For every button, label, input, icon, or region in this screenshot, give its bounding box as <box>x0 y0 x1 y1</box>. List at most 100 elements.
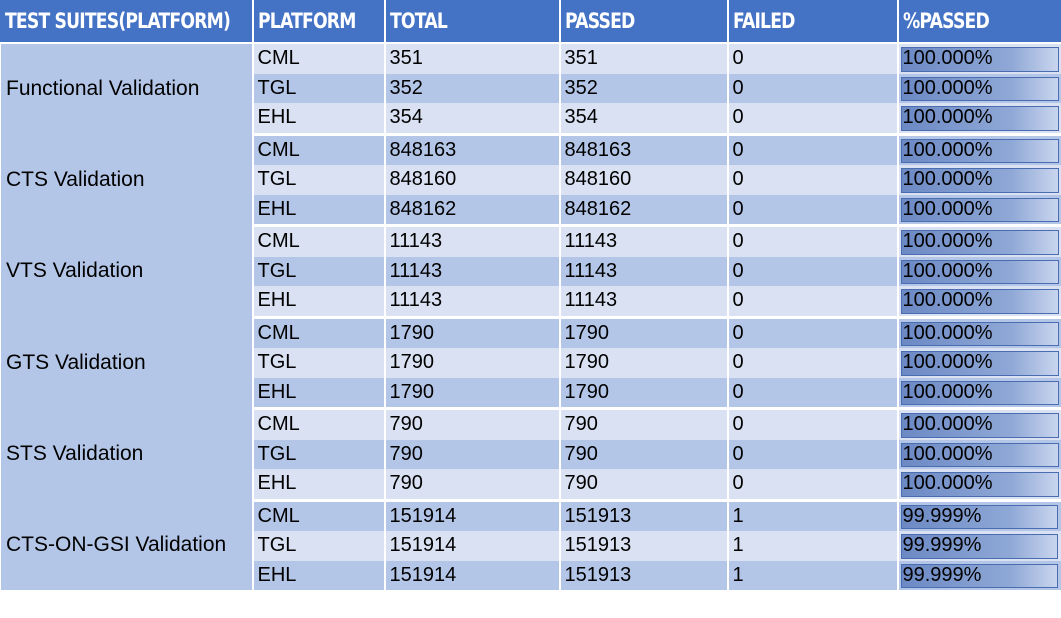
platform-cell: TGL <box>251 73 386 103</box>
pct-passed-value: 100.000% <box>902 259 993 282</box>
failed-cell: 0 <box>726 439 899 469</box>
suite-name-cell: CTS-ON-GSI Validation <box>0 500 254 590</box>
failed-cell: 0 <box>726 194 899 227</box>
pct-passed-bar <box>900 413 1059 438</box>
failed-cell: 1 <box>726 531 899 561</box>
platform-cell: CML <box>251 225 386 257</box>
failed-cell: 0 <box>726 317 899 348</box>
pct-passed-value: 100.000% <box>902 47 993 70</box>
total-cell: 151914 <box>383 500 561 531</box>
pct-passed-bar <box>900 138 1059 163</box>
failed-cell: 0 <box>726 165 899 195</box>
pct-passed-value: 100.000% <box>902 138 993 161</box>
total-cell: 11143 <box>383 225 561 257</box>
failed-cell: 1 <box>726 560 899 590</box>
pct-passed-cell: 99.999% <box>896 560 1061 590</box>
total-cell: 848163 <box>383 134 561 165</box>
table-row: EHL 354 354 0 100.000% <box>1 103 1061 136</box>
failed-cell: 0 <box>726 469 899 502</box>
platform-cell: CML <box>251 134 386 165</box>
platform-cell: TGL <box>251 256 386 286</box>
pct-passed-cell: 99.999% <box>896 500 1061 531</box>
pct-passed-value: 100.000% <box>902 289 993 312</box>
pct-passed-cell: 100.000% <box>896 256 1061 286</box>
table-row: EHL 1790 1790 0 100.000% <box>1 377 1061 410</box>
pct-passed-bar <box>900 230 1059 255</box>
pct-passed-value: 100.000% <box>902 197 993 220</box>
pct-passed-value: 100.000% <box>902 413 993 436</box>
table-row: EHL 790 790 0 100.000% <box>1 469 1061 502</box>
total-cell: 1790 <box>383 317 561 348</box>
failed-cell: 0 <box>726 43 899 74</box>
failed-cell: 0 <box>726 256 899 286</box>
pct-passed-cell: 100.000% <box>896 348 1061 378</box>
pct-passed-bar <box>900 504 1059 529</box>
header-row: TEST SUITES(PLATFORM) PLATFORM TOTAL PAS… <box>0 0 1061 44</box>
total-cell: 1790 <box>383 348 561 378</box>
platform-cell: TGL <box>251 348 386 378</box>
pct-passed-bar <box>900 47 1059 72</box>
failed-cell: 0 <box>726 73 899 103</box>
passed-cell: 1790 <box>558 348 729 378</box>
pct-passed-value: 100.000% <box>902 321 993 344</box>
pct-passed-bar <box>900 76 1059 101</box>
header-platform: PLATFORM <box>251 0 386 44</box>
failed-cell: 0 <box>726 225 899 257</box>
total-cell: 354 <box>383 103 561 136</box>
table-row: EHL 151914 151913 1 99.999% <box>1 560 1061 590</box>
table-row: TGL 151914 151913 1 99.999% <box>1 531 1061 561</box>
passed-cell: 11143 <box>558 225 729 257</box>
pct-passed-bar <box>900 106 1059 131</box>
table-row: TGL 352 352 0 100.000% <box>1 73 1061 103</box>
failed-cell: 1 <box>726 500 899 531</box>
suite-name-cell: VTS Validation <box>0 225 254 317</box>
header-pct-passed-label: %PASSED <box>902 9 990 33</box>
platform-cell: EHL <box>251 560 386 590</box>
table-row: EHL 848162 848162 0 100.000% <box>1 194 1061 227</box>
table-row: TGL 1790 1790 0 100.000% <box>1 348 1061 378</box>
pct-passed-cell: 100.000% <box>896 317 1061 348</box>
pct-passed-cell: 100.000% <box>896 469 1061 502</box>
table-row: TGL 11143 11143 0 100.000% <box>1 256 1061 286</box>
pct-passed-bar <box>900 380 1059 405</box>
failed-cell: 0 <box>726 134 899 165</box>
total-cell: 151914 <box>383 531 561 561</box>
pct-passed-bar <box>900 289 1059 314</box>
passed-cell: 790 <box>558 469 729 502</box>
pct-passed-cell: 100.000% <box>896 439 1061 469</box>
pct-passed-cell: 99.999% <box>896 531 1061 561</box>
table-row: VTS Validation CML 11143 11143 0 100.000% <box>0 225 1061 317</box>
pct-passed-value: 99.999% <box>902 534 982 557</box>
pct-passed-cell: 100.000% <box>896 43 1061 74</box>
platform-cell: EHL <box>251 286 386 319</box>
pct-passed-value: 100.000% <box>902 442 993 465</box>
pct-passed-cell: 100.000% <box>896 103 1061 136</box>
table-row: CTS Validation CML 848163 848163 0 100.000% <box>0 134 1061 226</box>
pct-passed-cell: 100.000% <box>896 134 1061 165</box>
total-cell: 790 <box>383 408 561 440</box>
failed-cell: 0 <box>726 103 899 136</box>
platform-cell: TGL <box>251 531 386 561</box>
platform-cell: CML <box>251 500 386 531</box>
pct-passed-cell: 100.000% <box>896 286 1061 319</box>
pct-passed-value: 100.000% <box>902 76 993 99</box>
header-failed: FAILED <box>726 0 899 44</box>
table-row: TGL 848160 848160 0 100.000% <box>1 165 1061 195</box>
platform-cell: EHL <box>251 377 386 410</box>
pct-passed-cell: 100.000% <box>896 408 1061 440</box>
header-test-suites: TEST SUITES(PLATFORM) <box>0 0 254 44</box>
pct-passed-bar <box>900 442 1059 467</box>
total-cell: 790 <box>383 469 561 502</box>
total-cell: 351 <box>383 43 561 74</box>
pct-passed-cell: 100.000% <box>896 377 1061 410</box>
total-cell: 848160 <box>383 165 561 195</box>
table-row: TGL 790 790 0 100.000% <box>1 439 1061 469</box>
suite-name-cell: GTS Validation <box>0 317 254 409</box>
platform-cell: EHL <box>251 103 386 136</box>
pct-passed-cell: 100.000% <box>896 225 1061 257</box>
passed-cell: 351 <box>558 43 729 74</box>
pct-passed-bar <box>900 351 1059 376</box>
total-cell: 11143 <box>383 256 561 286</box>
passed-cell: 848163 <box>558 134 729 165</box>
header-platform-label: PLATFORM <box>257 9 356 33</box>
